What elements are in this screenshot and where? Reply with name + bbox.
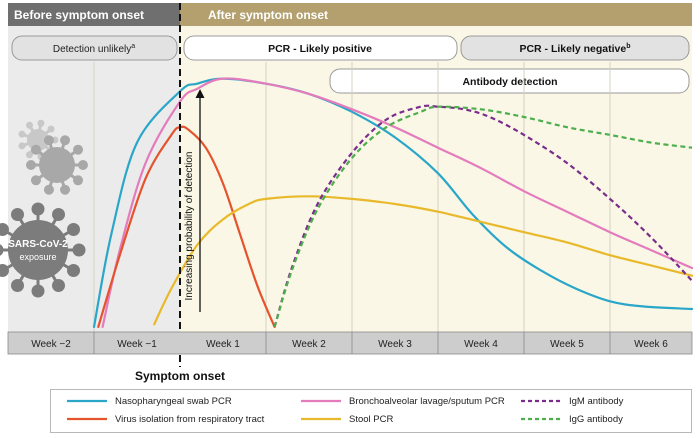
band-pcr-likely-positive (183, 35, 458, 61)
x-tick-label: Week 5 (550, 339, 584, 350)
series-line-nasopharyngeal-swab-pcr (92, 77, 694, 328)
y-axis-label: Increasing probability of detection (184, 152, 195, 301)
series-line-igg-antibody (273, 105, 693, 328)
series-line-igm-antibody (273, 104, 693, 328)
detection-unlikely-sup: a (131, 43, 135, 50)
legend-label-virus-isolation-from-respiratory-tract: Virus isolation from respiratory tract (115, 414, 265, 425)
pcr-negative-text: PCR - Likely negative (519, 43, 626, 55)
virus-icon-large (0, 202, 86, 298)
x-axis-ticks: Week −2 Week −1 Week 1 Week 2 Week 3 Week 4 We… (31, 332, 668, 354)
x-tick-label: Week 3 (378, 339, 412, 350)
x-tick-label: Week 6 (634, 339, 668, 350)
header-after-bar (180, 3, 692, 26)
band-antibody-detection (329, 68, 690, 94)
detection-unlikely-text: Detection unlikely (53, 44, 131, 55)
x-tick-label: Week −2 (31, 339, 71, 350)
series-line-bronchoalveolar-lavage-sputum-pcr (101, 77, 694, 328)
legend-label-nasopharyngeal-swab-pcr: Nasopharyngeal swab PCR (115, 396, 232, 407)
legend-label-igm-antibody: IgM antibody (569, 396, 624, 407)
x-tick-label: Week 4 (464, 339, 498, 350)
band-pcr-likely-negative-label: PCR - Likely negativeb (519, 43, 630, 55)
legend-label-stool-pcr: Stool PCR (349, 414, 393, 425)
legend: Nasopharyngeal swab PCR Bronchoalveolar l… (50, 389, 692, 433)
virus-icon-medium (26, 135, 88, 195)
header-before-label: Before symptom onset (14, 8, 144, 22)
symptom-onset-label: Symptom onset (135, 369, 225, 383)
band-pcr-likely-positive-label: PCR - Likely positive (268, 43, 372, 55)
legend-label-bronchoalveolar-lavage-sputum-pcr: Bronchoalveolar lavage/sputum PCR (349, 396, 505, 407)
x-tick-label: Week −1 (117, 339, 157, 350)
header-after-label: After symptom onset (208, 8, 328, 22)
header-before-bar (8, 3, 180, 26)
x-tick-label: Week 2 (292, 339, 326, 350)
legend-label-igg-antibody: IgG antibody (569, 414, 623, 425)
band-antibody-detection-label: Antibody detection (462, 76, 557, 88)
series-layer (92, 77, 694, 328)
x-axis-strip (7, 331, 693, 355)
series-line-virus-isolation-from-respiratory-tract (97, 125, 276, 328)
probability-arrow-head (195, 89, 205, 98)
exposure-label-line2: exposure (19, 252, 56, 262)
pcr-negative-sup: b (626, 43, 630, 50)
exposure-label-line1: SARS-CoV-2 (8, 239, 68, 250)
virus-illustrations (0, 119, 88, 298)
x-tick-label: Week 1 (206, 339, 240, 350)
band-pcr-likely-negative (460, 35, 690, 61)
series-line-stool-pcr (153, 195, 694, 326)
band-detection-unlikely (11, 35, 178, 61)
legend-entries: Nasopharyngeal swab PCR Bronchoalveolar l… (67, 396, 624, 425)
band-detection-unlikely-label: Detection unlikelya (53, 43, 135, 55)
